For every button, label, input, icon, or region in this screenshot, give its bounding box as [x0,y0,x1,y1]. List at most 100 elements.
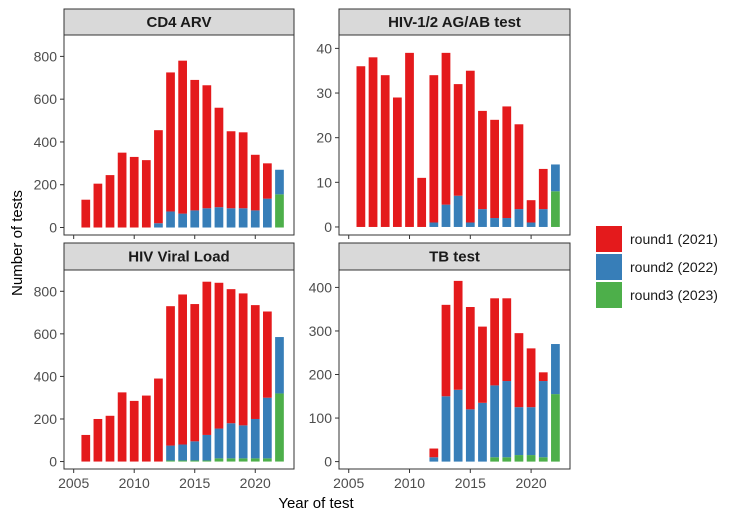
bar-round1-2021-2013 [441,304,451,397]
bar-round1-2021-2012 [429,75,439,223]
x-tick-label: 2010 [394,475,425,491]
y-tick-label: 200 [309,367,333,383]
strip-background [338,242,571,271]
y-tick-label: 600 [34,91,58,107]
bar-round1-2021-2013 [166,72,175,212]
bar-round1-2021-2010 [129,156,139,228]
bar-round3-2023-2017 [214,458,224,462]
bar-round1-2021-2017 [490,298,499,386]
y-tick-label: 400 [34,134,58,150]
bar-round2-2022-2017 [214,207,224,228]
bar-round2-2022-2017 [490,218,499,227]
bar-round1-2021-2020 [250,154,260,211]
bar-round1-2021-2013 [441,52,451,205]
bar-round1-2021-2019 [238,132,248,209]
bar-round1-2021-2021 [538,168,548,210]
y-tick-label: 800 [34,283,58,299]
y-axis-title: Number of tests [9,190,26,296]
bar-round3-2023-2020 [526,455,536,462]
bar-round1-2021-2015 [465,70,475,223]
legend: round1 (2021) round2 (2022) round3 (2023) [596,226,718,308]
bar-round1-2021-2007 [93,418,103,462]
x-tick-label: 2015 [179,475,210,491]
bar-round3-2023-2017 [490,457,499,462]
bar-round2-2022-2014 [178,444,187,461]
bar-round1-2021-2015 [190,304,200,442]
y-tick-label: 0 [49,220,57,236]
bar-round2-2022-2019 [238,208,248,228]
bar-round1-2021-2008 [105,415,115,462]
bar-round2-2022-2016 [478,402,487,462]
bar-round1-2021-2018 [226,289,236,424]
bar-round3-2023-2018 [226,458,236,462]
bar-round1-2021-2018 [226,131,236,209]
x-tick-label: 2020 [516,475,547,491]
y-tick-label: 200 [34,411,58,427]
bar-round3-2023-2021 [263,458,272,462]
x-axis-title: Year of test [278,495,354,512]
bar-round1-2021-2011 [141,395,151,462]
bar-round2-2022-2016 [202,208,212,228]
bar-round1-2021-2014 [453,280,463,390]
bar-round2-2022-2014 [453,195,463,227]
panel-border [63,269,295,470]
bar-round2-2022-2012 [154,223,163,228]
bar-round1-2021-2007 [368,57,378,227]
bar-round1-2021-2016 [478,110,487,210]
bar-round2-2022-2021 [263,198,272,228]
bar-round2-2022-2022 [275,169,284,195]
panel-title: TB test [429,249,480,266]
bar-round2-2022-2014 [178,213,187,228]
bar-round1-2021-2009 [392,97,402,227]
bar-round2-2022-2022 [551,164,560,192]
bar-round2-2022-2015 [190,210,200,228]
bar-round2-2022-2019 [514,407,524,456]
bar-round3-2023-2022 [275,393,284,462]
y-tick-label: 200 [34,177,58,193]
bar-round3-2023-2019 [238,458,248,462]
y-tick-label: 20 [316,130,332,146]
legend-swatch-round3-2023 [596,282,622,308]
bar-round1-2021-2012 [429,448,439,458]
bar-round1-2021-2014 [178,60,187,214]
bar-round1-2021-2007 [93,183,103,228]
x-tick-label: 2005 [58,475,89,491]
bar-round1-2021-2018 [502,106,512,219]
bar-round2-2022-2016 [202,434,212,461]
bar-round2-2022-2018 [502,381,512,458]
panel-hiv-1-2-ag-ab-test: HIV-1/2 AG/AB test 0 10 20 30 40 [316,8,571,239]
bar-round1-2021-2020 [526,200,536,223]
legend-label-round3-2023: round3 (2023) [630,287,718,303]
panel-border [63,34,295,236]
y-tick-label: 100 [309,410,333,426]
bar-round3-2023-2018 [502,457,512,462]
x-tick-label: 2005 [333,475,364,491]
panel-cd4-arv: CD4 ARV 0 200 400 600 800 [34,8,295,239]
bar-round3-2023-2022 [551,191,560,227]
bar-round2-2022-2015 [190,441,200,461]
y-tick-label: 0 [324,454,332,470]
bar-round3-2023-2013 [166,460,175,462]
panel-tb-test: TB test 0 100 200 300 400 2005 2010 2015 2020 [309,242,571,491]
legend-label-round2-2022: round2 (2022) [630,259,718,275]
bar-round1-2021-2011 [417,177,427,227]
bar-round1-2021-2013 [166,306,175,446]
x-tick-label: 2015 [455,475,486,491]
y-tick-label: 0 [49,454,57,470]
bar-round2-2022-2013 [441,396,451,462]
strip-background [63,242,295,271]
bar-round2-2022-2014 [453,389,463,462]
panel-title: HIV-1/2 AG/AB test [388,14,521,31]
y-tick-label: 10 [316,174,332,190]
y-tick-label: 300 [309,323,333,339]
bar-round1-2021-2006 [356,66,366,227]
y-tick-label: 0 [324,219,332,235]
bar-round2-2022-2018 [226,423,236,459]
y-tick-label: 800 [34,48,58,64]
bar-round1-2021-2008 [105,175,115,228]
panel-title: HIV Viral Load [128,249,229,266]
y-tick-label: 30 [316,85,332,101]
bar-round1-2021-2006 [81,434,91,462]
bar-round1-2021-2016 [202,281,212,435]
